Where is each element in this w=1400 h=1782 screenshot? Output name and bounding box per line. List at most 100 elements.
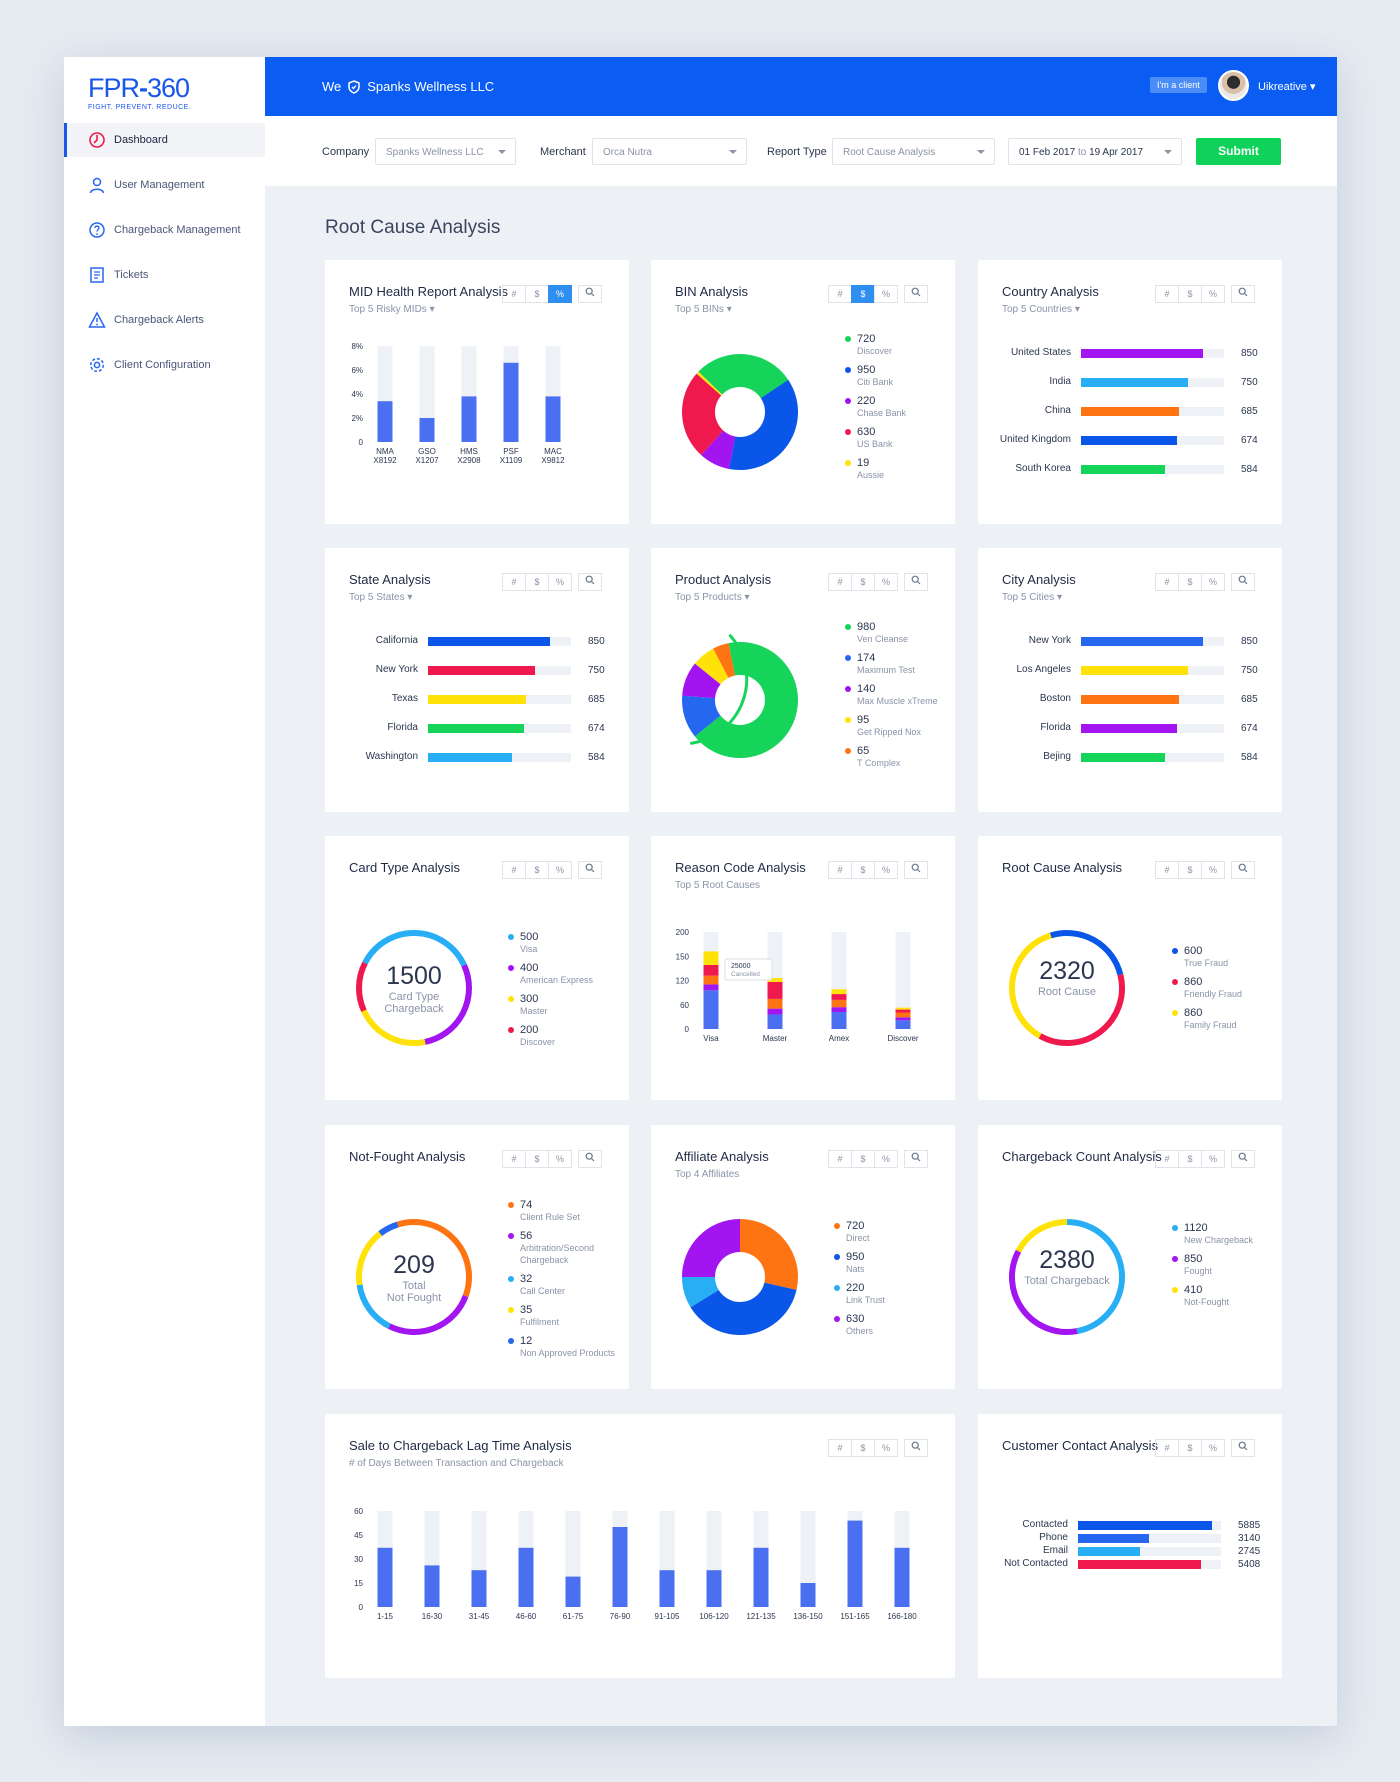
stack-segment[interactable] bbox=[831, 994, 847, 1000]
count-toggle[interactable]: # bbox=[828, 861, 852, 879]
legend-item[interactable]: 720 Direct bbox=[834, 1220, 954, 1244]
card-subtitle[interactable]: Top 5 Countries ▾ bbox=[1002, 304, 1080, 315]
search-button[interactable] bbox=[904, 285, 928, 303]
legend-item[interactable]: 860 Friendly Fraud bbox=[1172, 976, 1292, 1000]
bar[interactable] bbox=[518, 1547, 534, 1607]
percent-toggle[interactable]: % bbox=[548, 285, 572, 303]
search-button[interactable] bbox=[904, 861, 928, 879]
amount-toggle[interactable]: $ bbox=[851, 573, 875, 591]
legend-item[interactable]: 35 Fulfilment bbox=[508, 1304, 628, 1328]
bar[interactable] bbox=[800, 1583, 816, 1607]
pie-slice[interactable] bbox=[690, 1282, 797, 1335]
amount-toggle[interactable]: $ bbox=[851, 1439, 875, 1457]
stack-segment[interactable] bbox=[703, 984, 719, 991]
ring-segment[interactable] bbox=[1009, 932, 1052, 1039]
user-menu[interactable]: Uikreative ▾ bbox=[1258, 80, 1316, 93]
legend-item[interactable]: 1120 New Chargeback bbox=[1172, 1222, 1292, 1246]
search-button[interactable] bbox=[578, 285, 602, 303]
legend-item[interactable]: 220 Link Trust bbox=[834, 1282, 954, 1306]
ring-segment[interactable] bbox=[361, 1009, 426, 1046]
legend-item[interactable]: 500 Visa bbox=[508, 931, 628, 955]
sidebar-item-tickets[interactable]: Tickets bbox=[64, 258, 265, 292]
stack-segment[interactable] bbox=[895, 1009, 911, 1013]
legend-item[interactable]: 850 Fought bbox=[1172, 1253, 1292, 1277]
amount-toggle[interactable]: $ bbox=[1178, 861, 1202, 879]
percent-toggle[interactable]: % bbox=[874, 1150, 898, 1168]
bar[interactable] bbox=[471, 1570, 487, 1607]
submit-button[interactable]: Submit bbox=[1196, 138, 1281, 165]
stack-segment[interactable] bbox=[767, 978, 783, 982]
stack-segment[interactable] bbox=[703, 964, 719, 976]
percent-toggle[interactable]: % bbox=[1201, 573, 1225, 591]
search-button[interactable] bbox=[904, 1150, 928, 1168]
pie-slice[interactable] bbox=[713, 643, 736, 678]
amount-toggle[interactable]: $ bbox=[525, 1150, 549, 1168]
amount-toggle[interactable]: $ bbox=[851, 861, 875, 879]
percent-toggle[interactable]: % bbox=[874, 861, 898, 879]
legend-item[interactable]: 56 Arbitration/Second Chargeback bbox=[508, 1230, 628, 1266]
stack-segment[interactable] bbox=[703, 990, 719, 1029]
bar[interactable] bbox=[419, 418, 435, 442]
search-button[interactable] bbox=[1231, 285, 1255, 303]
bar[interactable] bbox=[503, 362, 519, 442]
percent-toggle[interactable]: % bbox=[1201, 285, 1225, 303]
amount-toggle[interactable]: $ bbox=[851, 285, 875, 303]
legend-item[interactable]: 950 Nats bbox=[834, 1251, 954, 1275]
legend-item[interactable]: 860 Family Fraud bbox=[1172, 1007, 1292, 1031]
stack-segment[interactable] bbox=[831, 989, 847, 995]
amount-toggle[interactable]: $ bbox=[1178, 1439, 1202, 1457]
percent-toggle[interactable]: % bbox=[874, 285, 898, 303]
report-type-select[interactable]: Root Cause Analysis bbox=[832, 138, 995, 165]
amount-toggle[interactable]: $ bbox=[1178, 573, 1202, 591]
stack-segment[interactable] bbox=[831, 999, 847, 1008]
percent-toggle[interactable]: % bbox=[548, 1150, 572, 1168]
search-button[interactable] bbox=[1231, 1439, 1255, 1457]
amount-toggle[interactable]: $ bbox=[851, 1150, 875, 1168]
avatar[interactable] bbox=[1218, 70, 1249, 101]
count-toggle[interactable]: # bbox=[1155, 285, 1179, 303]
pie-slice[interactable] bbox=[682, 1219, 740, 1277]
bar[interactable] bbox=[894, 1547, 910, 1607]
stack-segment[interactable] bbox=[767, 981, 783, 999]
legend-item[interactable]: 630 US Bank bbox=[845, 426, 965, 450]
org-switcher[interactable]: We Spanks Wellness LLC bbox=[322, 79, 494, 94]
card-subtitle[interactable]: Top 5 Cities ▾ bbox=[1002, 592, 1062, 603]
ring-segment[interactable] bbox=[1015, 1219, 1068, 1253]
ring-segment[interactable] bbox=[356, 1231, 383, 1286]
search-button[interactable] bbox=[578, 861, 602, 879]
legend-item[interactable]: 19 Aussie bbox=[845, 457, 965, 481]
pie-slice[interactable] bbox=[694, 648, 729, 685]
bar[interactable] bbox=[424, 1565, 440, 1607]
ring-segment[interactable] bbox=[424, 963, 472, 1045]
pie-slice[interactable] bbox=[696, 371, 723, 396]
legend-item[interactable]: 74 Client Rule Set bbox=[508, 1199, 628, 1223]
legend-item[interactable]: 174 Maximum Test bbox=[845, 652, 965, 676]
legend-item[interactable]: 600 True Fraud bbox=[1172, 945, 1292, 969]
stack-segment[interactable] bbox=[703, 975, 719, 985]
sidebar-item-chargeback-alerts[interactable]: Chargeback Alerts bbox=[64, 303, 265, 337]
card-subtitle[interactable]: Top 5 Root Causes bbox=[675, 880, 760, 891]
count-toggle[interactable]: # bbox=[828, 285, 852, 303]
bar[interactable] bbox=[461, 396, 477, 442]
legend-item[interactable]: 950 Citi Bank bbox=[845, 364, 965, 388]
count-toggle[interactable]: # bbox=[1155, 1439, 1179, 1457]
stack-segment[interactable] bbox=[767, 998, 783, 1009]
bar[interactable] bbox=[706, 1570, 722, 1607]
ring-segment[interactable] bbox=[1009, 1249, 1078, 1335]
card-subtitle[interactable]: # of Days Between Transaction and Charge… bbox=[349, 1458, 564, 1469]
count-toggle[interactable]: # bbox=[1155, 861, 1179, 879]
pie-slice[interactable] bbox=[682, 695, 721, 737]
amount-toggle[interactable]: $ bbox=[525, 285, 549, 303]
stack-segment[interactable] bbox=[895, 1007, 911, 1010]
percent-toggle[interactable]: % bbox=[874, 1439, 898, 1457]
legend-item[interactable]: 32 Call Center bbox=[508, 1273, 628, 1297]
bar[interactable] bbox=[377, 1547, 393, 1607]
legend-item[interactable]: 400 American Express bbox=[508, 962, 628, 986]
bar[interactable] bbox=[612, 1527, 628, 1607]
stack-segment[interactable] bbox=[895, 1020, 911, 1029]
search-button[interactable] bbox=[904, 1439, 928, 1457]
count-toggle[interactable]: # bbox=[502, 285, 526, 303]
amount-toggle[interactable]: $ bbox=[525, 573, 549, 591]
ring-segment[interactable] bbox=[396, 1219, 472, 1298]
amount-toggle[interactable]: $ bbox=[1178, 285, 1202, 303]
